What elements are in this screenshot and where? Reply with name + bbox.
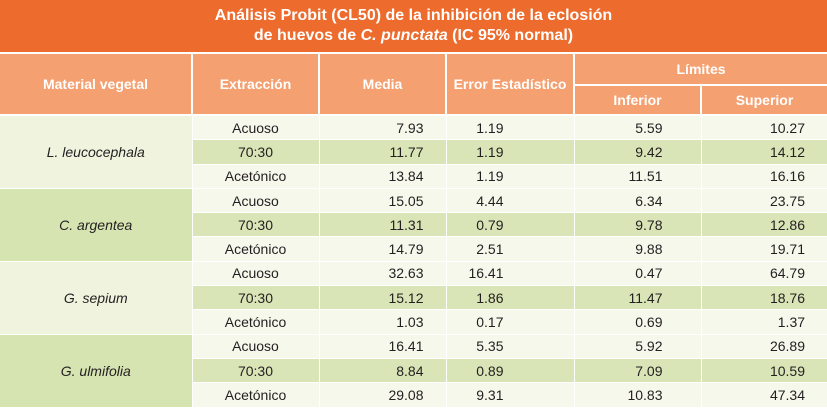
table-row: L. leucocephala Acuoso 7.93 1.19 5.59 10.27 bbox=[0, 115, 827, 189]
table-row: Acetónico 1.03 0.17 0.69 1.37 bbox=[0, 309, 827, 335]
extraction-cell: Acuoso bbox=[192, 334, 320, 359]
inferior-cell: 9.88 bbox=[574, 236, 702, 262]
header-limites: Límites bbox=[574, 54, 827, 86]
error-cell: 1.19 bbox=[446, 164, 575, 189]
table-row: Acetónico 13.84 1.19 11.51 16.16 bbox=[0, 164, 827, 189]
material-cell: L. leucocephala bbox=[0, 115, 193, 189]
superior-cell: 47.34 bbox=[701, 382, 827, 408]
title-line-1: Análisis Probit (CL50) de la inhibición … bbox=[214, 7, 613, 24]
table-row: 70:30 11.77 1.19 9.42 14.12 bbox=[0, 139, 827, 165]
title-species: C. punctata bbox=[360, 27, 448, 44]
extraction-cell: Acuoso bbox=[192, 261, 320, 287]
extraction-cell: Acuoso bbox=[192, 115, 320, 141]
superior-cell: 18.76 bbox=[701, 285, 827, 311]
error-cell: 5.35 bbox=[446, 334, 575, 359]
extraction-cell: 70:30 bbox=[192, 212, 320, 238]
header-material: Material vegetal bbox=[0, 54, 193, 116]
material-cell: C. argentea bbox=[0, 188, 193, 262]
title-line-2-prefix: de huevos de bbox=[253, 27, 361, 44]
error-cell: 4.44 bbox=[446, 188, 575, 214]
inferior-cell: 0.47 bbox=[574, 261, 702, 287]
error-cell: 1.19 bbox=[446, 139, 575, 165]
superior-cell: 23.75 bbox=[701, 188, 827, 214]
table-row: 70:30 15.12 1.86 11.47 18.76 bbox=[0, 285, 827, 311]
table-row: G. sepium Acuoso 32.63 16.41 0.47 64.79 bbox=[0, 261, 827, 335]
inferior-cell: 9.42 bbox=[574, 139, 702, 165]
error-cell: 0.79 bbox=[446, 212, 575, 238]
header-error: Error Estadístico bbox=[446, 54, 575, 116]
extraction-cell: Acetónico bbox=[192, 236, 320, 262]
inferior-cell: 0.69 bbox=[574, 309, 702, 335]
header-extraccion: Extracción bbox=[192, 54, 320, 116]
extraction-cell: Acetónico bbox=[192, 164, 320, 189]
media-cell: 15.05 bbox=[319, 188, 447, 214]
inferior-cell: 10.83 bbox=[574, 382, 702, 408]
error-cell: 16.41 bbox=[446, 261, 575, 287]
inferior-cell: 5.59 bbox=[574, 115, 702, 141]
media-cell: 11.77 bbox=[319, 139, 447, 165]
table-row: 70:30 8.84 0.89 7.09 10.59 bbox=[0, 358, 827, 384]
superior-cell: 10.27 bbox=[701, 115, 827, 141]
extraction-cell: 70:30 bbox=[192, 285, 320, 311]
table-row: Acetónico 29.08 9.31 10.83 47.34 bbox=[0, 382, 827, 408]
results-table: Material vegetal Extracción Media Error … bbox=[0, 54, 827, 408]
media-cell: 15.12 bbox=[319, 285, 447, 311]
media-cell: 8.84 bbox=[319, 358, 447, 384]
table-row: C. argentea Acuoso 15.05 4.44 6.34 23.75 bbox=[0, 188, 827, 262]
superior-cell: 10.59 bbox=[701, 358, 827, 384]
inferior-cell: 7.09 bbox=[574, 358, 702, 384]
media-cell: 29.08 bbox=[319, 382, 447, 408]
extraction-cell: Acuoso bbox=[192, 188, 320, 214]
error-cell: 2.51 bbox=[446, 236, 575, 262]
superior-cell: 26.89 bbox=[701, 334, 827, 359]
error-cell: 1.86 bbox=[446, 285, 575, 311]
extraction-cell: 70:30 bbox=[192, 358, 320, 384]
media-cell: 1.03 bbox=[319, 309, 447, 335]
table-row: 70:30 11.31 0.79 9.78 12.86 bbox=[0, 212, 827, 238]
table-title: Análisis Probit (CL50) de la inhibición … bbox=[0, 0, 827, 54]
media-cell: 13.84 bbox=[319, 164, 447, 189]
header-superior: Superior bbox=[701, 85, 827, 116]
error-cell: 0.89 bbox=[446, 358, 575, 384]
error-cell: 0.17 bbox=[446, 309, 575, 335]
media-cell: 11.31 bbox=[319, 212, 447, 238]
error-cell: 9.31 bbox=[446, 382, 575, 408]
inferior-cell: 6.34 bbox=[574, 188, 702, 214]
table-body: L. leucocephala Acuoso 7.93 1.19 5.59 10.27 70… bbox=[0, 115, 827, 408]
media-cell: 7.93 bbox=[319, 115, 447, 141]
inferior-cell: 5.92 bbox=[574, 334, 702, 359]
media-cell: 16.41 bbox=[319, 334, 447, 359]
inferior-cell: 9.78 bbox=[574, 212, 702, 238]
inferior-cell: 11.51 bbox=[574, 164, 702, 189]
extraction-cell: Acetónico bbox=[192, 382, 320, 408]
material-cell: G. ulmifolia bbox=[0, 334, 193, 408]
extraction-cell: Acetónico bbox=[192, 309, 320, 335]
superior-cell: 64.79 bbox=[701, 261, 827, 287]
extraction-cell: 70:30 bbox=[192, 139, 320, 165]
error-cell: 1.19 bbox=[446, 115, 575, 141]
superior-cell: 14.12 bbox=[701, 139, 827, 165]
superior-cell: 19.71 bbox=[701, 236, 827, 262]
table-row: G. ulmifolia Acuoso 16.41 5.35 5.92 26.89 bbox=[0, 334, 827, 408]
superior-cell: 12.86 bbox=[701, 212, 827, 238]
media-cell: 32.63 bbox=[319, 261, 447, 287]
title-line-2-suffix: (IC 95% normal) bbox=[447, 27, 574, 44]
header-inferior: Inferior bbox=[574, 85, 702, 116]
title-line-2: de huevos de C. punctata (IC 95% normal) bbox=[0, 26, 827, 46]
material-cell: G. sepium bbox=[0, 261, 193, 335]
inferior-cell: 11.47 bbox=[574, 285, 702, 311]
table-row: Acetónico 14.79 2.51 9.88 19.71 bbox=[0, 236, 827, 262]
superior-cell: 1.37 bbox=[701, 309, 827, 335]
header-media: Media bbox=[319, 54, 447, 116]
superior-cell: 16.16 bbox=[701, 164, 827, 189]
media-cell: 14.79 bbox=[319, 236, 447, 262]
